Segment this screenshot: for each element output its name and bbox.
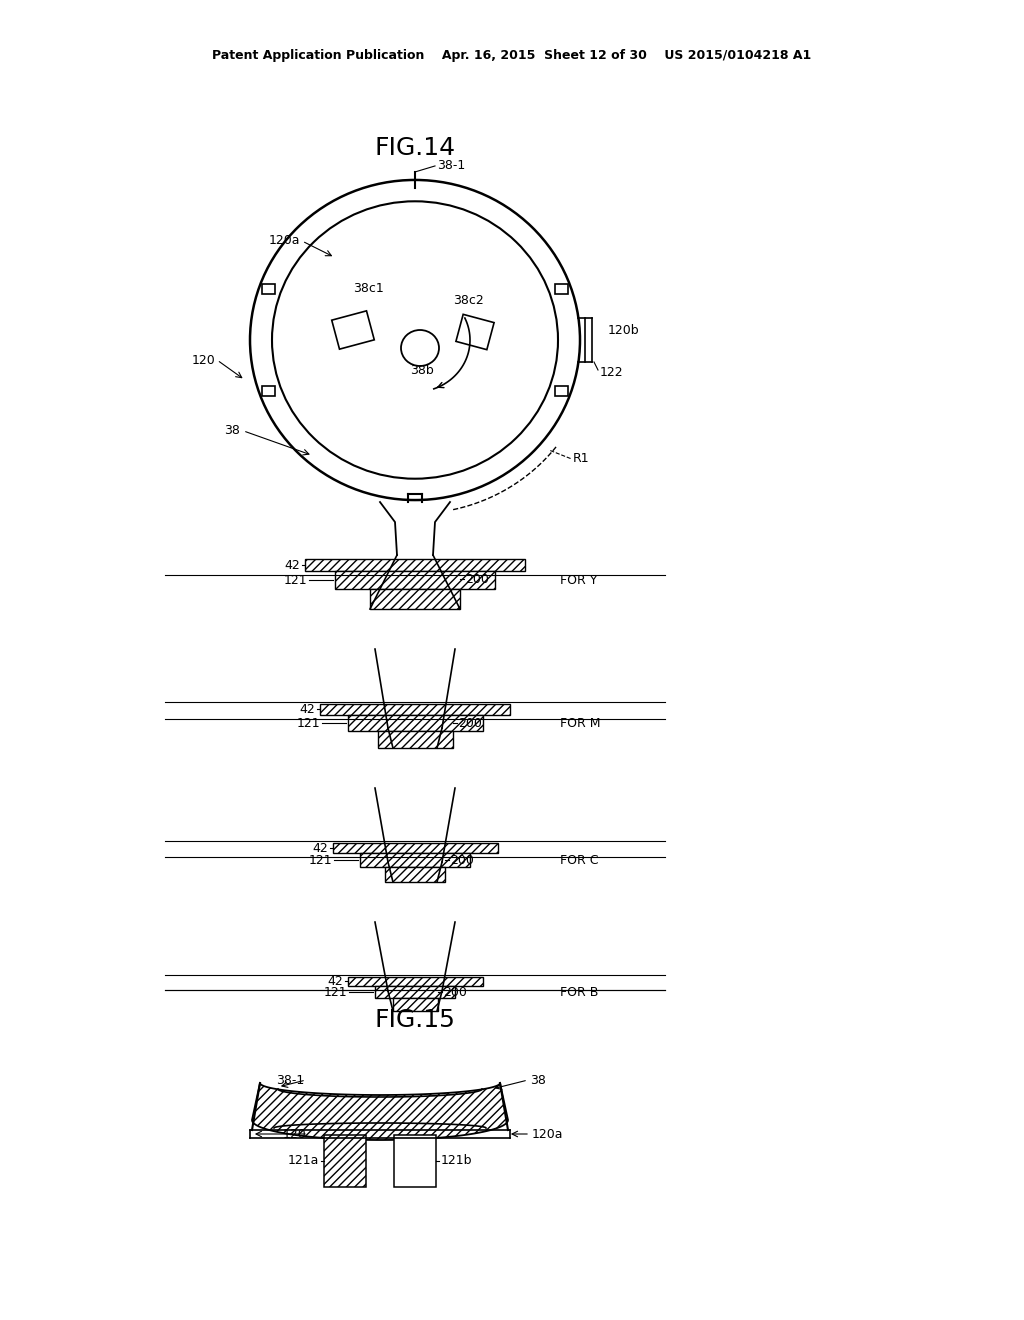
Text: 38c1: 38c1 xyxy=(353,281,384,294)
Text: 121: 121 xyxy=(324,986,347,998)
Text: Patent Application Publication    Apr. 16, 2015  Sheet 12 of 30    US 2015/01042: Patent Application Publication Apr. 16, … xyxy=(212,49,812,62)
Text: 200: 200 xyxy=(465,573,488,586)
Text: 120: 120 xyxy=(283,1127,306,1140)
Text: 42: 42 xyxy=(299,702,315,715)
Text: 42: 42 xyxy=(328,974,343,987)
Polygon shape xyxy=(555,284,567,294)
Polygon shape xyxy=(393,998,438,1011)
Text: 121: 121 xyxy=(308,854,332,866)
Text: 38-1: 38-1 xyxy=(437,160,465,173)
Text: FIG.15: FIG.15 xyxy=(375,1008,456,1032)
Polygon shape xyxy=(378,731,453,748)
Text: 42: 42 xyxy=(312,842,328,854)
Text: 200: 200 xyxy=(450,854,474,866)
Text: R1: R1 xyxy=(573,453,590,465)
Polygon shape xyxy=(324,1135,366,1187)
Text: 120a: 120a xyxy=(532,1127,563,1140)
Text: FOR M: FOR M xyxy=(560,717,600,730)
Polygon shape xyxy=(348,715,483,731)
Text: 121: 121 xyxy=(284,574,307,586)
Polygon shape xyxy=(335,572,495,589)
Text: 38: 38 xyxy=(530,1073,546,1086)
Text: 121b: 121b xyxy=(441,1155,472,1167)
Text: FOR Y: FOR Y xyxy=(560,574,597,586)
Polygon shape xyxy=(360,853,470,867)
Polygon shape xyxy=(348,977,483,986)
Polygon shape xyxy=(305,560,525,572)
Text: 120a: 120a xyxy=(268,235,300,248)
Polygon shape xyxy=(456,314,494,350)
Polygon shape xyxy=(385,867,445,882)
Polygon shape xyxy=(262,284,275,294)
Text: 120b: 120b xyxy=(608,323,640,337)
Polygon shape xyxy=(333,843,498,853)
Text: 120: 120 xyxy=(191,354,215,367)
Polygon shape xyxy=(332,310,374,350)
Text: 38b: 38b xyxy=(410,363,434,376)
Text: 38-1: 38-1 xyxy=(275,1073,304,1086)
Polygon shape xyxy=(394,1135,436,1187)
Text: 121: 121 xyxy=(296,717,319,730)
Text: FOR B: FOR B xyxy=(560,986,598,998)
Text: 42: 42 xyxy=(285,558,300,572)
Polygon shape xyxy=(375,986,455,998)
Text: 38c2: 38c2 xyxy=(453,293,483,306)
Polygon shape xyxy=(555,385,567,396)
Text: 200: 200 xyxy=(458,717,482,730)
Polygon shape xyxy=(319,704,510,715)
Text: 122: 122 xyxy=(600,366,624,379)
Text: 121a: 121a xyxy=(288,1155,319,1167)
Polygon shape xyxy=(252,1082,508,1140)
Text: FIG.14: FIG.14 xyxy=(375,136,456,160)
Text: 200: 200 xyxy=(443,986,467,998)
Text: FOR C: FOR C xyxy=(560,854,598,866)
Text: 38: 38 xyxy=(224,424,240,437)
Polygon shape xyxy=(262,385,275,396)
Polygon shape xyxy=(370,589,460,609)
